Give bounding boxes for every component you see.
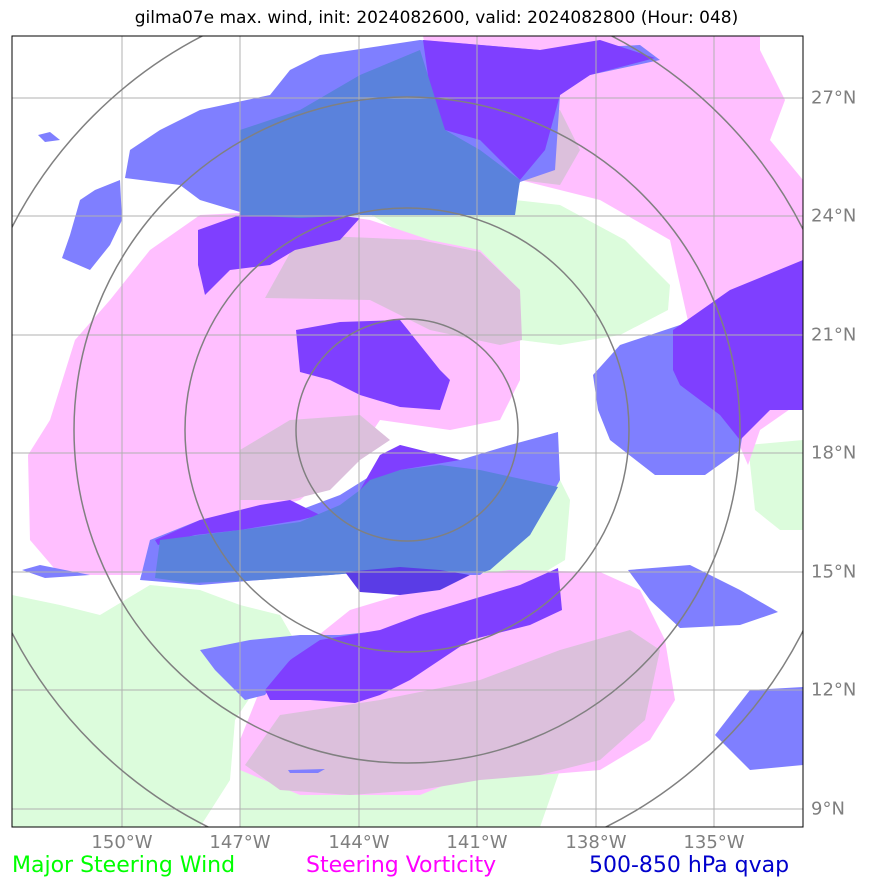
lat-label-15n: 15°N bbox=[811, 561, 857, 583]
lat-label-27n: 27°N bbox=[811, 87, 857, 109]
range-rings bbox=[12, 36, 803, 827]
lon-label-135w: 135°W bbox=[683, 832, 745, 853]
lat-label-12n: 12°N bbox=[811, 679, 857, 701]
qvap-areas bbox=[22, 40, 803, 773]
lon-label-141w: 141°W bbox=[446, 832, 508, 853]
lon-label-138w: 138°W bbox=[565, 832, 627, 853]
lon-label-147w: 147°W bbox=[209, 832, 271, 853]
lon-label-144w: 144°W bbox=[328, 832, 390, 853]
lat-label-9n: 9°N bbox=[811, 798, 845, 820]
lat-label-18n: 18°N bbox=[811, 442, 857, 464]
graticule bbox=[12, 36, 803, 827]
lat-label-21n: 21°N bbox=[811, 324, 857, 346]
legend-steering-vorticity: Steering Vorticity bbox=[306, 853, 497, 878]
lat-label-24n: 24°N bbox=[811, 205, 857, 227]
lon-label-150w: 150°W bbox=[91, 832, 153, 853]
plot-frame bbox=[11, 35, 804, 828]
legend-qvap: 500-850 hPa qvap bbox=[589, 853, 790, 878]
map-title: gilma07e max. wind, init: 2024082600, va… bbox=[134, 8, 739, 28]
legend-steering-wind: Major Steering Wind bbox=[12, 853, 236, 878]
